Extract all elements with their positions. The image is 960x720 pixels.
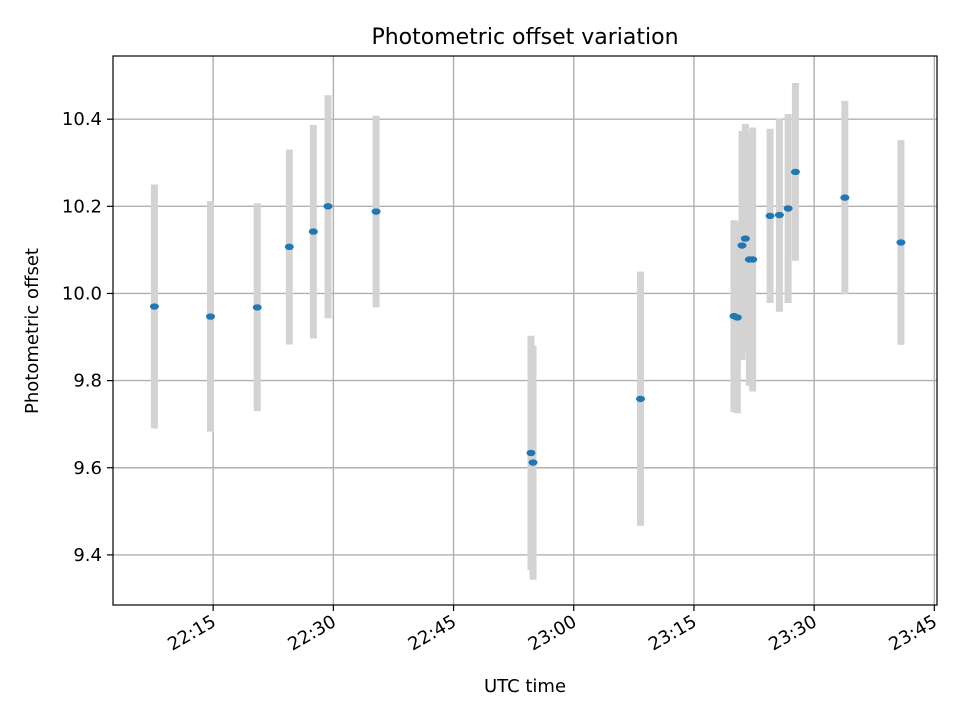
data-point [323, 203, 333, 210]
data-point [149, 303, 159, 310]
data-point [284, 243, 294, 251]
data-point [528, 459, 538, 466]
data-point [205, 313, 215, 320]
data-point [252, 304, 262, 311]
data-point [308, 228, 318, 235]
data-point [526, 449, 536, 457]
data-point [371, 208, 381, 215]
data-point [774, 211, 784, 219]
y-tick-label: 9.6 [73, 458, 102, 479]
y-tick-label: 10.2 [62, 196, 102, 217]
plot-frame [112, 55, 938, 606]
data-point [790, 168, 800, 176]
data-point [737, 242, 747, 249]
data-point [636, 395, 646, 403]
y-axis-title: Photometric offset [22, 248, 43, 414]
data-point [840, 194, 850, 201]
data-point [748, 256, 758, 263]
grid [113, 56, 937, 605]
data-point [765, 212, 775, 220]
y-tick-label: 9.8 [73, 371, 102, 392]
data-point [783, 205, 793, 212]
y-tick-label: 9.4 [73, 545, 102, 566]
data-point [896, 239, 906, 246]
x-axis-title: UTC time [484, 676, 566, 697]
data-point [732, 314, 742, 321]
y-tick-label: 10.4 [62, 109, 102, 130]
y-tick-label: 10.0 [62, 283, 102, 304]
chart-title: Photometric offset variation [371, 25, 678, 50]
data-point [740, 235, 750, 242]
data-points [149, 168, 906, 466]
